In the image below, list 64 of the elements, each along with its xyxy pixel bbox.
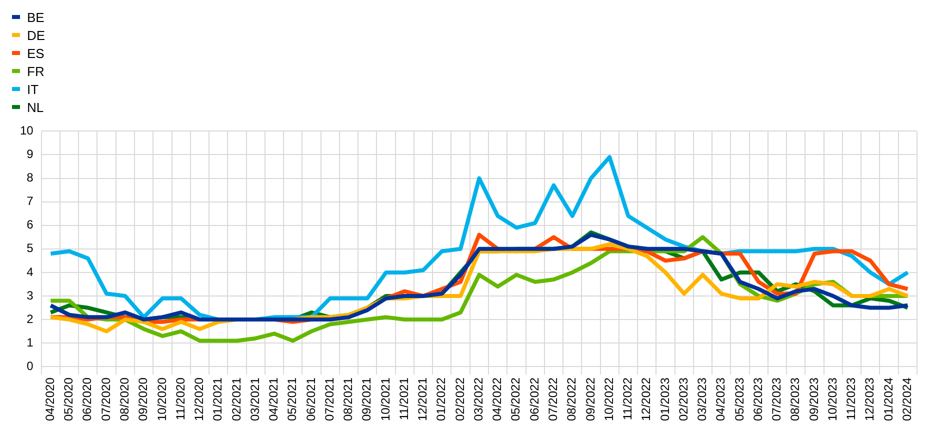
x-tick-label: 10/2022 [602, 377, 616, 422]
y-tick-label: 6 [26, 218, 34, 232]
x-tick-label: 08/2020 [118, 377, 132, 422]
y-tick-label: 1 [26, 335, 34, 350]
y-tick-label: 7 [26, 194, 34, 208]
x-tick-label: 02/2022 [452, 377, 467, 422]
y-tick-label: 0 [26, 358, 34, 373]
x-tick-label: 04/2023 [714, 377, 728, 422]
x-tick-label: 06/2022 [527, 377, 542, 422]
x-tick-label: 10/2020 [154, 377, 169, 422]
x-tick-label: 09/2023 [806, 377, 821, 422]
y-tick-label: 5 [26, 241, 34, 256]
y-tick-label: 9 [26, 147, 34, 162]
y-tick-label: 4 [26, 264, 34, 279]
x-tick-label: 07/2021 [322, 377, 336, 422]
y-tick-label: 8 [26, 170, 34, 185]
x-tick-label: 02/2023 [676, 377, 690, 422]
x-tick-label: 09/2022 [583, 377, 598, 422]
x-tick-label: 09/2021 [360, 377, 374, 422]
x-tick-label: 06/2020 [80, 377, 94, 422]
legend-label: ES [27, 46, 44, 60]
x-tick-label: 01/2021 [210, 377, 225, 422]
y-tick-label: 10 [20, 124, 34, 138]
x-tick-label: 11/2022 [620, 377, 635, 420]
x-tick-label: 07/2023 [770, 377, 784, 422]
x-tick-label: 01/2022 [434, 377, 448, 422]
x-tick-label: 05/2020 [62, 377, 76, 422]
x-tick-label: 01/2024 [881, 377, 896, 422]
x-tick-label: 08/2023 [788, 377, 802, 422]
x-tick-label: 03/2023 [695, 377, 710, 422]
x-tick-label: 05/2023 [732, 377, 746, 422]
x-tick-label: 02/2024 [900, 377, 914, 422]
x-tick-label: 04/2021 [266, 377, 281, 422]
y-tick-label: 3 [26, 288, 34, 302]
x-tick-label: 11/2021 [396, 377, 411, 420]
x-tick-label: 12/2021 [416, 377, 430, 422]
x-tick-label: 08/2022 [564, 377, 579, 422]
legend-label: FR [27, 64, 44, 78]
legend-label: IT [27, 82, 39, 96]
x-tick-label: 11/2023 [844, 377, 858, 420]
x-tick-label: 04/2020 [42, 377, 57, 422]
x-tick-label: 12/2022 [639, 377, 654, 422]
x-tick-label: 07/2022 [546, 377, 560, 422]
x-tick-label: 04/2022 [490, 377, 504, 422]
y-tick-label: 2 [26, 312, 34, 326]
x-tick-label: 03/2021 [248, 377, 262, 422]
x-tick-label: 05/2022 [508, 377, 523, 422]
x-tick-label: 05/2021 [285, 377, 300, 422]
legend-label: DE [27, 28, 46, 42]
x-tick-label: 01/2023 [658, 377, 672, 422]
x-tick-label: 12/2020 [192, 377, 206, 422]
x-tick-label: 03/2022 [471, 377, 486, 422]
x-tick-label: 02/2021 [229, 377, 244, 422]
x-tick-label: 08/2021 [341, 377, 356, 422]
legend-label: BE [27, 10, 44, 24]
x-tick-label: 07/2020 [98, 377, 113, 422]
x-tick-label: 06/2023 [750, 377, 765, 422]
x-tick-label: 09/2020 [136, 377, 150, 422]
x-tick-label: 12/2023 [862, 377, 877, 422]
x-tick-label: 10/2021 [378, 377, 392, 422]
x-tick-label: 10/2023 [825, 377, 840, 422]
legend-label: NL [27, 100, 44, 114]
x-tick-label: 11/2020 [173, 377, 188, 420]
x-tick-label: 06/2021 [304, 377, 318, 422]
